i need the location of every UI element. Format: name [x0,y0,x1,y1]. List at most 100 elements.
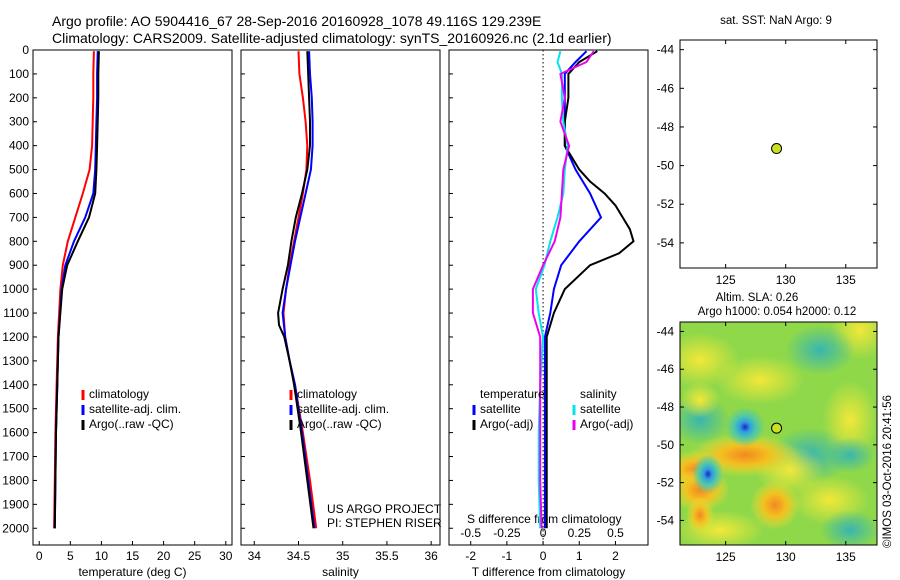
x-tick-label: 36 [424,549,438,563]
x-tick-label: 15 [126,549,140,563]
x-tick-label: -1 [502,549,513,563]
x-tick-label: 35 [336,549,350,563]
y-tick-label: -48 [657,400,675,414]
heatmap-cell [715,355,805,405]
x-tick-label: 125 [716,550,736,564]
map-title: sat. SST: NaN Argo: 9 [720,15,832,27]
y-tick-label: 1600 [2,426,29,440]
heatmap-cell [686,497,714,533]
y-tick-label: -50 [657,159,675,173]
temperature-panel: 0100200300400500600700800900100011001200… [2,43,232,579]
x-axis-label: salinity [322,565,359,579]
heatmap-cell [692,454,724,494]
legend-label: satellite [480,402,521,416]
sla-heatmap [680,322,877,545]
y-tick-label: -46 [657,81,675,95]
y-tick-label: 900 [9,258,29,272]
y-tick-label: 700 [9,210,29,224]
legend-label: satellite-adj. clim. [297,402,389,416]
series-line [545,50,635,529]
imos-credit: ©IMOS 03-Oct-2016 20:41:56 [882,395,894,548]
annotation-text: US ARGO PROJECT [327,502,442,516]
legend-label: climatology [297,387,357,401]
heatmap-cell [680,382,720,418]
y-tick-label: -46 [657,362,675,376]
x-tick-label: 0 [36,549,43,563]
y-tick-label: -52 [657,197,675,211]
heatmap-cell [750,480,800,530]
heatmap-cell [725,407,765,447]
series-line [53,51,100,529]
y-tick-label: 1100 [3,306,29,320]
x2-tick-label: 0.5 [607,526,624,540]
y-tick-label: 400 [9,139,29,153]
annotation-text: PI: STEPHEN RISER [327,516,442,530]
x-tick-label: 20 [157,549,171,563]
series-line [277,51,315,529]
y-tick-label: 1700 [2,450,29,464]
y-tick-label: 100 [9,67,29,81]
map-title: Altim. SLA: 0.26 [716,292,798,304]
x-tick-label: 25 [188,549,202,563]
y-tick-label: -44 [657,43,675,57]
heatmap-cell [820,510,877,545]
heatmap-cell [785,325,855,375]
y-tick-label: 1200 [2,330,29,344]
x2-tick-label: 0 [540,526,547,540]
legend-label: satellite-adj. clim. [89,402,181,416]
y-tick-label: 2000 [2,521,29,535]
x-tick-label: 30 [219,549,233,563]
y-tick-label: 1900 [2,497,29,511]
y-tick-label: -48 [657,120,675,134]
x-tick-label: 130 [776,273,796,287]
y-tick-label: 300 [9,115,29,129]
y-tick-label: -44 [657,324,675,338]
y-tick-label: 1800 [2,473,29,487]
y-tick-label: 1500 [2,402,29,416]
x-tick-label: 130 [776,550,796,564]
legend-title: salinity [580,387,617,401]
y-tick-label: 600 [9,186,29,200]
figure-title-line1: Argo profile: AO 5904416_67 28-Sep-2016 … [52,13,541,29]
y-tick-label: -50 [657,438,675,452]
series-line [531,50,595,529]
x-axis-label: temperature (deg C) [78,565,186,579]
y-tick-label: 200 [9,91,29,105]
y-tick-label: 0 [22,43,29,57]
legend-label: Argo(-adj) [580,417,633,431]
x-tick-label: 35.5 [375,549,399,563]
x-axis-label: T difference from climatology [472,565,626,579]
plot-frame [240,49,441,546]
x-tick-label: 135 [836,550,856,564]
y-tick-label: -54 [657,236,675,250]
argo-position-marker [771,143,783,155]
map-frame [679,39,878,269]
altimetry-sla-map-panel: Altim. SLA: 0.26 Argo h1000: 0.054 h2000:… [657,292,878,564]
x2-tick-label: -0.25 [493,526,521,540]
y-tick-label: 500 [9,163,29,177]
x-tick-label: 10 [95,549,109,563]
x-tick-label: 5 [67,549,74,563]
legend-label: climatology [89,387,149,401]
legend-title: temperature [480,387,545,401]
x-tick-label: 34 [248,549,262,563]
y-tick-label: -54 [657,513,675,527]
sst-position-panel: sat. SST: NaN Argo: 9 -44 -46 -48 -50 -52 -54 1… [657,15,878,287]
salinity-panel: 34 34.5 35 35.5 36 salinity climatologysatelli… [240,49,442,579]
x-tick-label: 1 [576,549,583,563]
y-tick-label: 1400 [2,378,29,392]
plot-frame [448,49,649,546]
y-tick-label: 1000 [2,282,29,296]
legend-label: Argo(-adj) [480,417,533,431]
x-tick-label: 2 [612,549,619,563]
legend-label: Argo(..raw -QC) [89,417,174,431]
heatmap-cell [825,437,875,473]
y-tick-label: -52 [657,476,675,490]
x-tick-label: 125 [716,273,736,287]
x2-tick-label: -0.5 [460,526,481,540]
legend-label: Argo(..raw -QC) [297,417,382,431]
argo-position-marker [771,422,783,434]
plot-frame [32,49,233,546]
difference-panel: -2 -1 0 1 2 T difference from climatology -0.5… [448,49,649,579]
